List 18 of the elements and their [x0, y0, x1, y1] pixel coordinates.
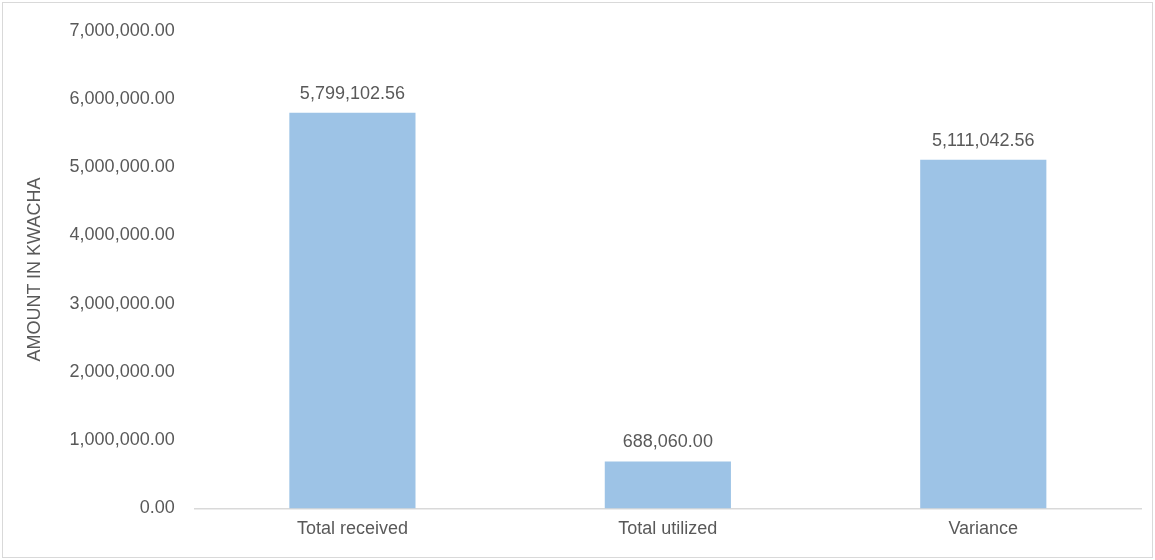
y-tick-label: 4,000,000.00 [69, 224, 175, 245]
x-tick-label: Total utilized [618, 518, 718, 539]
y-tick-label: 0.00 [139, 497, 175, 518]
y-tick-label: 5,000,000.00 [69, 156, 175, 177]
x-tick-label: Total received [296, 518, 408, 539]
bar [289, 112, 416, 509]
y-tick-label: 6,000,000.00 [69, 88, 175, 108]
data-label: 688,060.00 [622, 431, 713, 452]
bar [604, 461, 731, 509]
data-label: 5,799,102.56 [299, 82, 405, 103]
y-axis-title: AMOUNT IN KWACHA [23, 177, 44, 362]
y-tick-label: 1,000,000.00 [69, 429, 175, 450]
bar [920, 159, 1047, 509]
y-tick-label: 7,000,000.00 [69, 19, 175, 40]
y-tick-label: 2,000,000.00 [69, 360, 175, 381]
y-tick-label: 3,000,000.00 [69, 292, 175, 313]
x-tick-label: Variance [948, 518, 1019, 539]
data-label: 5,111,042.56 [932, 129, 1035, 150]
